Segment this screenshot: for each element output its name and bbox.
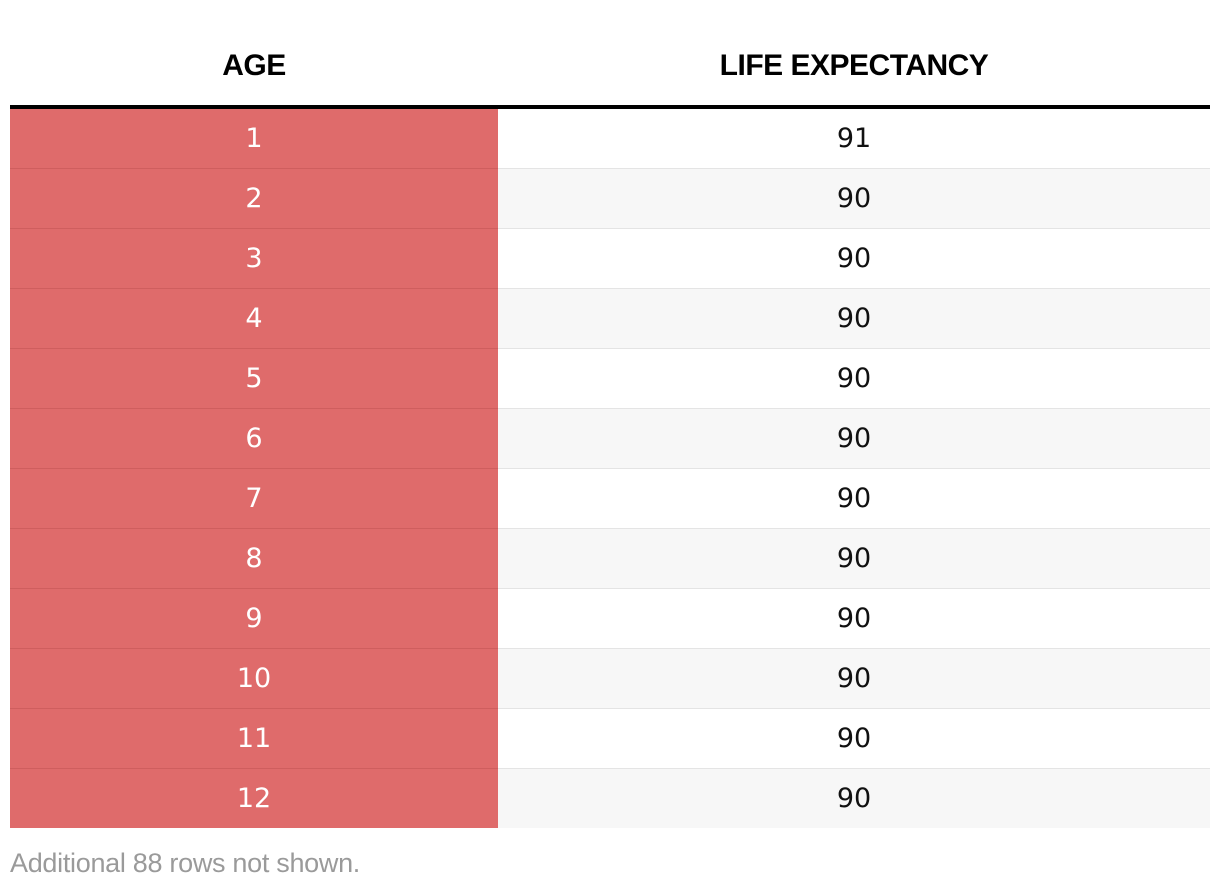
table-row: 7 90 — [10, 468, 1210, 529]
life-expectancy-table: AGE LIFE EXPECTANCY 1 91 2 90 3 90 4 90 5 90 6 90 7 9… — [10, 0, 1210, 828]
life-expectancy-cell: 90 — [498, 588, 1210, 649]
life-expectancy-cell: 90 — [498, 408, 1210, 469]
header-row: AGE LIFE EXPECTANCY — [10, 0, 1210, 109]
life-expectancy-cell: 90 — [498, 228, 1210, 289]
life-expectancy-cell: 90 — [498, 168, 1210, 229]
age-cell: 2 — [10, 168, 498, 229]
table-row: 8 90 — [10, 528, 1210, 589]
age-cell: 8 — [10, 528, 498, 589]
table-row: 10 90 — [10, 648, 1210, 709]
column-header-life-expectancy-label: LIFE EXPECTANCY — [719, 49, 989, 82]
age-cell: 12 — [10, 768, 498, 828]
age-cell: 6 — [10, 408, 498, 469]
life-expectancy-cell: 90 — [498, 288, 1210, 349]
age-cell: 4 — [10, 288, 498, 349]
column-header-life-expectancy[interactable]: LIFE EXPECTANCY — [498, 0, 1210, 109]
table-row: 11 90 — [10, 708, 1210, 769]
life-expectancy-cell: 90 — [498, 468, 1210, 529]
column-header-age[interactable]: AGE — [10, 0, 498, 109]
table-container: AGE LIFE EXPECTANCY 1 91 2 90 3 90 4 90 5 90 6 90 7 9… — [10, 0, 1210, 828]
table-row: 12 90 — [10, 768, 1210, 828]
rows-hidden-note: Additional 88 rows not shown. — [10, 848, 361, 878]
life-expectancy-cell: 90 — [498, 348, 1210, 409]
table-row: 2 90 — [10, 168, 1210, 229]
table-body: 1 91 2 90 3 90 4 90 5 90 6 90 7 90 8 90 9 90 10 90 11 90 12 90 — [10, 107, 1210, 828]
life-expectancy-cell: 90 — [498, 528, 1210, 589]
table-row: 6 90 — [10, 408, 1210, 469]
age-cell: 9 — [10, 588, 498, 649]
age-cell: 10 — [10, 648, 498, 709]
table-row: 9 90 — [10, 588, 1210, 649]
age-cell: 1 — [10, 107, 498, 169]
age-cell: 7 — [10, 468, 498, 529]
age-cell: 11 — [10, 708, 498, 769]
life-expectancy-cell: 90 — [498, 648, 1210, 709]
age-cell: 3 — [10, 228, 498, 289]
table-row: 3 90 — [10, 228, 1210, 289]
table-row: 4 90 — [10, 288, 1210, 349]
table-row: 5 90 — [10, 348, 1210, 409]
age-cell: 5 — [10, 348, 498, 409]
life-expectancy-cell: 90 — [498, 708, 1210, 769]
column-header-age-label: AGE — [222, 49, 286, 82]
table-row: 1 91 — [10, 107, 1210, 169]
life-expectancy-cell: 91 — [498, 107, 1210, 169]
life-expectancy-cell: 90 — [498, 768, 1210, 828]
table-header: AGE LIFE EXPECTANCY — [10, 0, 1210, 109]
